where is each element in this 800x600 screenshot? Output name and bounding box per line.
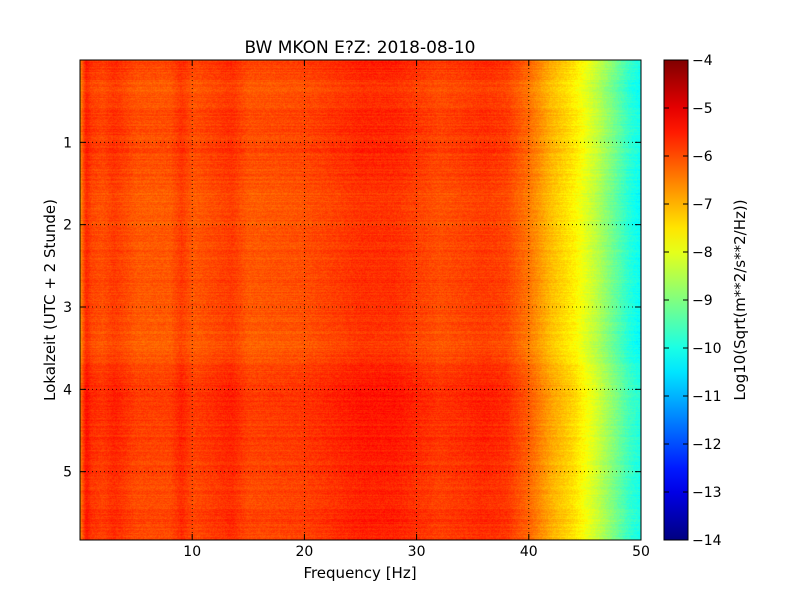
colorbar-tick-label: −12	[692, 437, 722, 453]
heatmap-container	[80, 60, 641, 540]
chart-title: BW MKON E?Z: 2018-08-10	[245, 38, 476, 58]
plot-frame	[79, 59, 642, 541]
colorbar-tick-label: −5	[692, 101, 713, 117]
y-tick-label: 2	[63, 218, 72, 234]
colorbar-tick-label: −9	[692, 293, 713, 309]
colorbar-tick-label: −11	[692, 389, 722, 405]
y-tick-label: 3	[63, 300, 72, 316]
y-tick-label: 1	[63, 135, 72, 151]
x-tick-label: 20	[295, 544, 313, 560]
x-tick-label: 50	[632, 544, 650, 560]
heatmap-canvas	[80, 60, 641, 540]
y-tick-label: 4	[63, 382, 72, 398]
colorbar-tick-label: −13	[692, 485, 722, 501]
colorbar-tick-label: −10	[692, 341, 722, 357]
x-tick-label: 30	[408, 544, 426, 560]
y-axis-ticks: 1 2 3 4 5	[63, 135, 641, 481]
grid-lines	[80, 60, 641, 540]
y-axis-label: Lokalzeit (UTC + 2 Stunde)	[41, 199, 59, 401]
colorbar-tick-label: −6	[692, 149, 713, 165]
colorbar-label: Log10(Sqrt(m**2/s**2/Hz))	[731, 199, 749, 400]
colorbar-ticks: −4 −5 −6 −7 −8 −9 −10 −11 −12 −13 −14	[664, 53, 722, 549]
y-tick-label: 5	[63, 465, 72, 481]
colorbar-tick-label: −7	[692, 197, 713, 213]
x-axis-label: Frequency [Hz]	[303, 564, 416, 582]
colorbar-tick-label: −8	[692, 245, 713, 261]
colorbar-tick-label: −14	[692, 533, 722, 549]
x-tick-label: 40	[520, 544, 538, 560]
x-tick-label: 10	[183, 544, 201, 560]
x-axis-ticks: 10 20 30 40 50	[183, 60, 650, 560]
colorbar-tick-label: −4	[692, 53, 713, 69]
